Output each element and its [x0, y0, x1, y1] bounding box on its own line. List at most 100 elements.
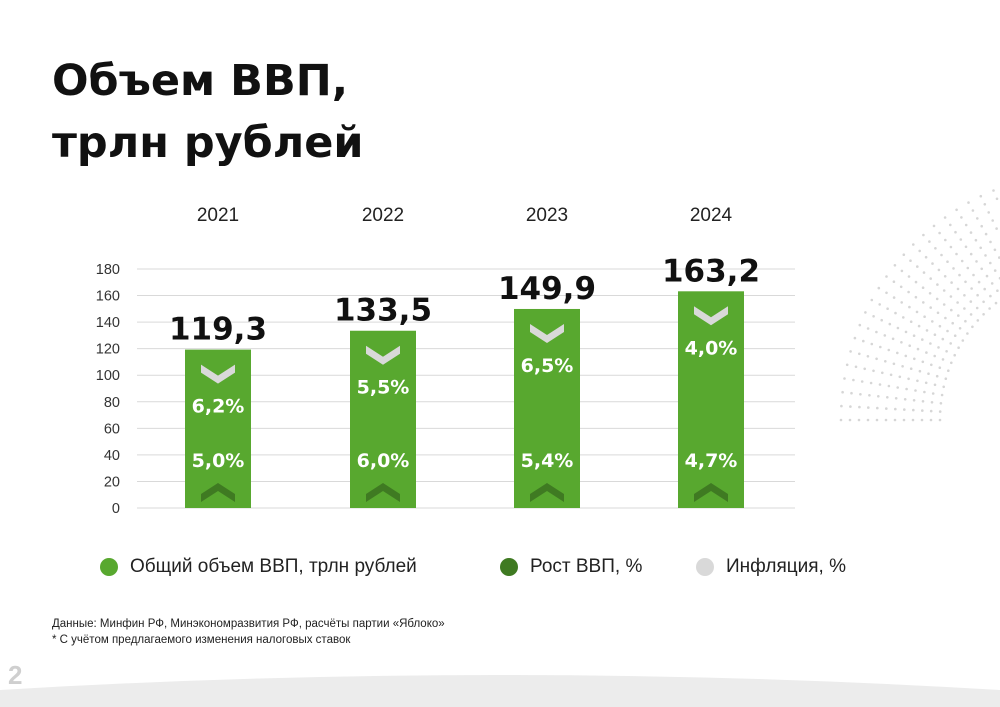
decor-dot	[908, 344, 911, 348]
decor-dot	[969, 231, 973, 234]
decor-dot	[958, 327, 962, 330]
decor-dot	[929, 342, 932, 345]
decor-dot	[940, 393, 944, 397]
decor-dot	[955, 208, 958, 212]
decor-dot	[976, 319, 980, 322]
decor-dot	[916, 379, 919, 383]
growth-chevron	[366, 483, 400, 502]
decor-dot	[866, 327, 870, 330]
page-number: 2	[8, 660, 23, 690]
decor-dot	[982, 300, 985, 304]
legend-label-growth: Рост ВВП, %	[530, 556, 643, 577]
decor-dot	[956, 301, 959, 304]
inflation-label: 5,5%	[357, 377, 410, 399]
decor-dot	[946, 260, 949, 264]
bottom-band	[0, 675, 1000, 707]
decor-dot	[942, 385, 945, 389]
decor-dot	[907, 290, 910, 294]
decor-dot	[864, 311, 867, 314]
decor-dot	[964, 223, 968, 227]
decor-dot	[928, 240, 931, 243]
decor-dot	[992, 189, 995, 192]
decor-dot	[901, 365, 904, 368]
decor-dot	[949, 245, 953, 249]
decor-dot	[956, 287, 960, 291]
decor-dot	[966, 332, 969, 335]
decor-dot	[950, 281, 953, 284]
decor-dot	[943, 216, 947, 219]
x-category-label: 2021	[197, 205, 239, 226]
x-category-label: 2023	[526, 205, 568, 226]
decor-dot	[896, 351, 899, 355]
decor-dot	[975, 306, 979, 310]
decor-dot	[933, 333, 937, 337]
decor-dot	[899, 285, 903, 289]
decor-dot	[993, 269, 997, 272]
decor-dot	[918, 249, 921, 253]
bar-value-label: 149,9	[498, 271, 596, 307]
decor-dot	[980, 267, 983, 271]
legend-swatch-growth	[500, 558, 518, 576]
decor-dot	[931, 320, 934, 323]
x-category-label: 2024	[690, 205, 733, 226]
bar-value-label: 133,5	[334, 293, 432, 329]
decor-dot	[912, 334, 916, 338]
decor-dot	[925, 351, 928, 354]
decor-dot	[991, 219, 994, 222]
decor-dot	[925, 329, 929, 332]
decor-dot	[989, 294, 992, 298]
decor-dot	[905, 387, 908, 391]
decor-dot	[896, 326, 900, 330]
decor-dot	[953, 353, 956, 357]
decor-dot	[886, 307, 889, 311]
decor-dot	[921, 360, 925, 364]
decor-dot	[930, 363, 933, 367]
decor-dot	[912, 243, 915, 246]
decor-dot	[979, 194, 983, 198]
y-tick-label: 60	[104, 421, 120, 437]
decor-dot	[845, 363, 849, 367]
decor-dot	[854, 365, 858, 369]
decor-dot	[949, 295, 953, 298]
decor-dot	[902, 316, 905, 319]
decor-dot	[892, 296, 896, 299]
decor-dot	[888, 322, 892, 326]
decor-dot	[904, 354, 908, 358]
y-tick-label: 40	[104, 448, 120, 464]
decor-dot	[989, 240, 992, 244]
source-note: Данные: Минфин РФ, Минэкономразвития РФ,…	[52, 618, 445, 630]
decor-dot	[935, 374, 939, 378]
decor-dot	[917, 324, 921, 328]
decor-dot	[936, 311, 940, 315]
decor-dot	[955, 252, 958, 256]
decor-dot	[960, 216, 963, 219]
decor-dot	[858, 323, 862, 327]
decor-dot	[969, 252, 973, 256]
decor-dot	[941, 337, 945, 341]
decor-dot	[950, 361, 953, 365]
decor-dot	[903, 408, 906, 411]
decor-dot	[911, 418, 915, 422]
inflation-chevron	[201, 364, 235, 384]
decor-dot	[912, 399, 916, 402]
decor-dot	[875, 357, 878, 361]
decor-dot	[908, 305, 911, 309]
decor-dot	[953, 334, 957, 338]
decor-dot	[985, 274, 989, 278]
decor-dot	[988, 307, 991, 310]
decor-dot	[900, 341, 903, 344]
decor-dot	[918, 369, 922, 373]
decor-dot	[929, 277, 932, 280]
inflation-label: 6,2%	[192, 396, 245, 418]
decor-dot	[975, 260, 978, 263]
decor-dot	[913, 357, 916, 361]
decor-dot	[878, 303, 881, 306]
growth-label: 5,4%	[521, 450, 574, 472]
tax-note: * С учётом предлагаемого изменения налог…	[52, 634, 351, 646]
decor-dot	[994, 301, 998, 305]
decor-dot	[939, 402, 943, 405]
decor-dot	[958, 273, 961, 277]
decor-dot	[912, 408, 915, 412]
decor-dot	[938, 418, 942, 422]
